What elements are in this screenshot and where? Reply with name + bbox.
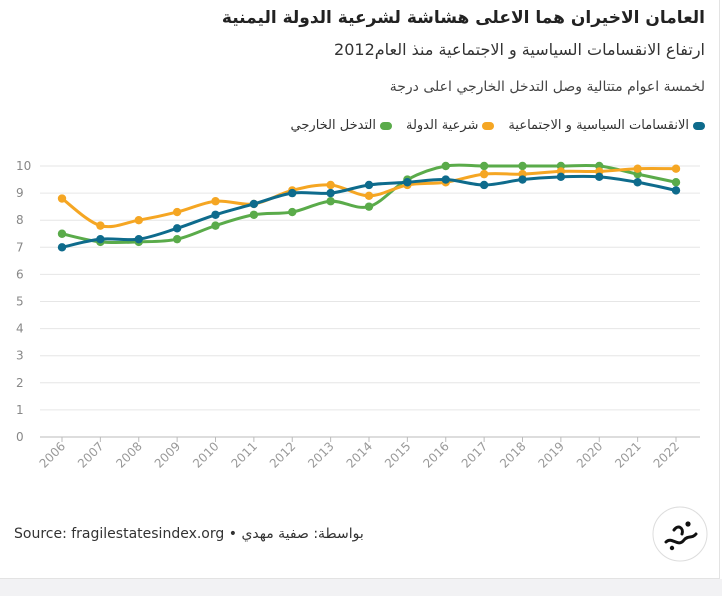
y-tick-label: 2 [16, 376, 24, 390]
y-tick-label: 1 [16, 403, 24, 417]
series-point-0 [326, 188, 335, 198]
legend-label-legitimacy: شرعية الدولة [405, 118, 479, 133]
chart-footer: Source: fragilestatesindex.org • بواسطة:… [14, 526, 364, 542]
series-point-2 [249, 210, 259, 219]
series-point-1 [57, 194, 67, 203]
series-point-2 [288, 207, 297, 217]
x-tick-label: 2021 [612, 439, 643, 470]
series-point-0 [633, 178, 642, 187]
series-point-0 [96, 234, 105, 244]
legend-swatch-intervention [379, 121, 392, 130]
series-point-1 [479, 169, 489, 179]
legend-swatch-divisions [693, 121, 705, 130]
series-point-0 [249, 199, 259, 209]
series-point-2 [364, 202, 374, 211]
series-point-1 [172, 207, 182, 217]
series-point-0 [403, 178, 412, 187]
y-tick-label: 8 [16, 213, 24, 227]
series-point-2 [57, 229, 67, 238]
chart-legend: الانقسامات السياسية و الاجتماعية شرعية ا… [291, 118, 705, 133]
series-point-2 [518, 161, 527, 171]
x-tick-label: 2020 [574, 439, 605, 470]
x-tick-label: 2008 [113, 439, 144, 470]
legend-item-intervention[interactable]: التدخل الخارجي [291, 118, 392, 133]
series-point-2 [211, 221, 220, 230]
x-tick-label: 2012 [267, 439, 298, 470]
page-bottom-strip [0, 579, 722, 596]
series-point-0 [595, 172, 604, 182]
x-tick-label: 2016 [420, 439, 451, 470]
series-point-0 [518, 175, 527, 184]
x-tick-label: 2018 [497, 439, 528, 470]
series-point-0 [556, 172, 566, 182]
x-tick-label: 2010 [190, 439, 221, 470]
y-tick-label: 3 [16, 349, 24, 363]
series-point-1 [96, 221, 105, 230]
series-point-1 [671, 164, 681, 173]
series-point-1 [364, 191, 374, 201]
x-tick-label: 2022 [651, 439, 682, 470]
series-point-0 [441, 175, 450, 184]
series-point-0 [479, 180, 489, 190]
y-tick-label: 7 [16, 240, 24, 254]
series-point-2 [441, 161, 450, 171]
series-point-2 [326, 197, 335, 206]
x-tick-label: 2007 [75, 439, 106, 470]
series-point-2 [671, 178, 681, 187]
x-tick-label: 2009 [152, 439, 183, 470]
series-point-2 [479, 161, 489, 171]
series-point-0 [288, 188, 297, 198]
x-tick-label: 2014 [344, 439, 375, 470]
y-tick-label: 5 [16, 295, 24, 309]
chart-note: لخمسة اعوام متتالية وصل التدخل الخارجي ا… [389, 79, 705, 95]
line-chart: 0 1 2 3 4 5 6 7 8 9 10 2006 2007 2008 2009 2010 2011 2012… [16, 159, 700, 471]
series-point-0 [57, 243, 67, 252]
y-tick-label: 0 [16, 430, 24, 444]
y-tick-label: 10 [16, 159, 31, 173]
series-point-1 [633, 164, 642, 173]
legend-item-legitimacy[interactable]: شرعية الدولة [405, 118, 495, 133]
chart-title: العامان الاخيران هما الاعلى هشاشة لشرعية… [221, 8, 705, 28]
series-point-0 [211, 210, 220, 219]
credit-text: بواسطة: صفية مهدي [241, 526, 364, 542]
x-tick-label: 2011 [228, 439, 259, 470]
legend-label-divisions: الانقسامات السياسية و الاجتماعية [508, 118, 689, 133]
chart-card: العامان الاخيران هما الاعلى هشاشة لشرعية… [0, 0, 720, 579]
x-tick-label: 2015 [382, 439, 413, 470]
series-point-1 [326, 180, 335, 190]
series-point-0 [671, 186, 681, 195]
series-point-0 [364, 180, 374, 190]
series-point-0 [134, 234, 143, 244]
footer-separator: • [224, 526, 242, 542]
brand-logo-icon [652, 506, 708, 562]
y-tick-label: 9 [16, 186, 24, 200]
x-tick-label: 2013 [305, 439, 336, 470]
y-tick-label: 4 [16, 322, 24, 336]
series-point-2 [172, 234, 182, 244]
y-tick-label: 6 [16, 267, 24, 281]
chart-subtitle: ارتفاع الانقسامات السياسية و الاجتماعية … [334, 40, 705, 59]
legend-label-intervention: التدخل الخارجي [290, 118, 376, 133]
x-tick-label: 2019 [535, 439, 566, 470]
x-tick-label: 2006 [37, 439, 68, 470]
legend-swatch-legitimacy [482, 121, 495, 130]
series-point-1 [134, 216, 143, 225]
series-point-1 [211, 197, 220, 206]
x-tick-label: 2017 [459, 439, 490, 470]
series-point-0 [172, 224, 182, 233]
source-text: Source: fragilestatesindex.org [14, 526, 225, 542]
legend-item-divisions[interactable]: الانقسامات السياسية و الاجتماعية [508, 118, 705, 133]
